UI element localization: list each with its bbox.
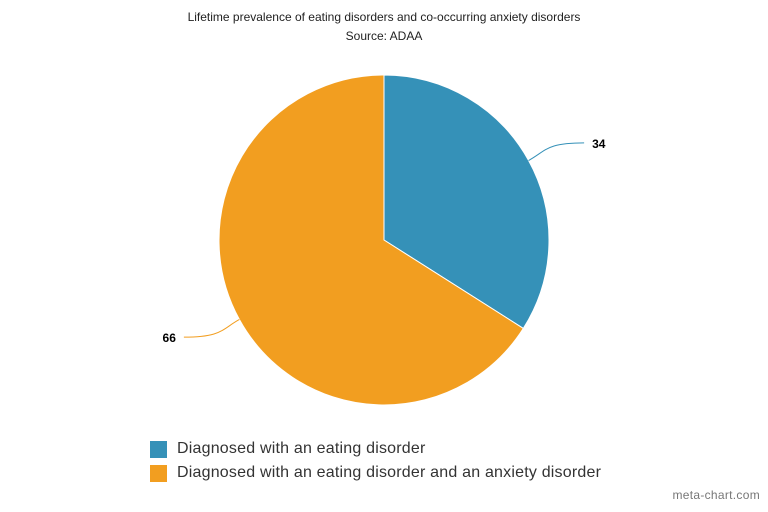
legend-swatch-orange — [150, 464, 167, 482]
legend-label: Diagnosed with an eating disorder — [177, 440, 426, 457]
leader-line-1 — [183, 319, 240, 338]
chart-legend: Diagnosed with an eating disorder Diagno… — [150, 437, 601, 485]
chart-title: Lifetime prevalence of eating disorders … — [187, 10, 581, 24]
watermark-text: meta-chart.com — [672, 488, 760, 502]
leader-line-0 — [528, 142, 585, 161]
chart-subtitle: Source: ADAA — [345, 29, 423, 43]
legend-swatch-blue — [150, 440, 167, 458]
data-label-1: 66 — [163, 331, 177, 345]
legend-item-eating-disorder[interactable]: Diagnosed with an eating disorder — [150, 437, 601, 461]
legend-label: Diagnosed with an eating disorder and an… — [177, 464, 602, 481]
legend-item-eating-and-anxiety-disorder[interactable]: Diagnosed with an eating disorder and an… — [150, 461, 601, 485]
pie-slice-0[interactable] — [383, 74, 550, 330]
chart-title-block: Lifetime prevalence of eating disorders … — [0, 8, 768, 46]
data-label-0: 34 — [592, 137, 606, 151]
